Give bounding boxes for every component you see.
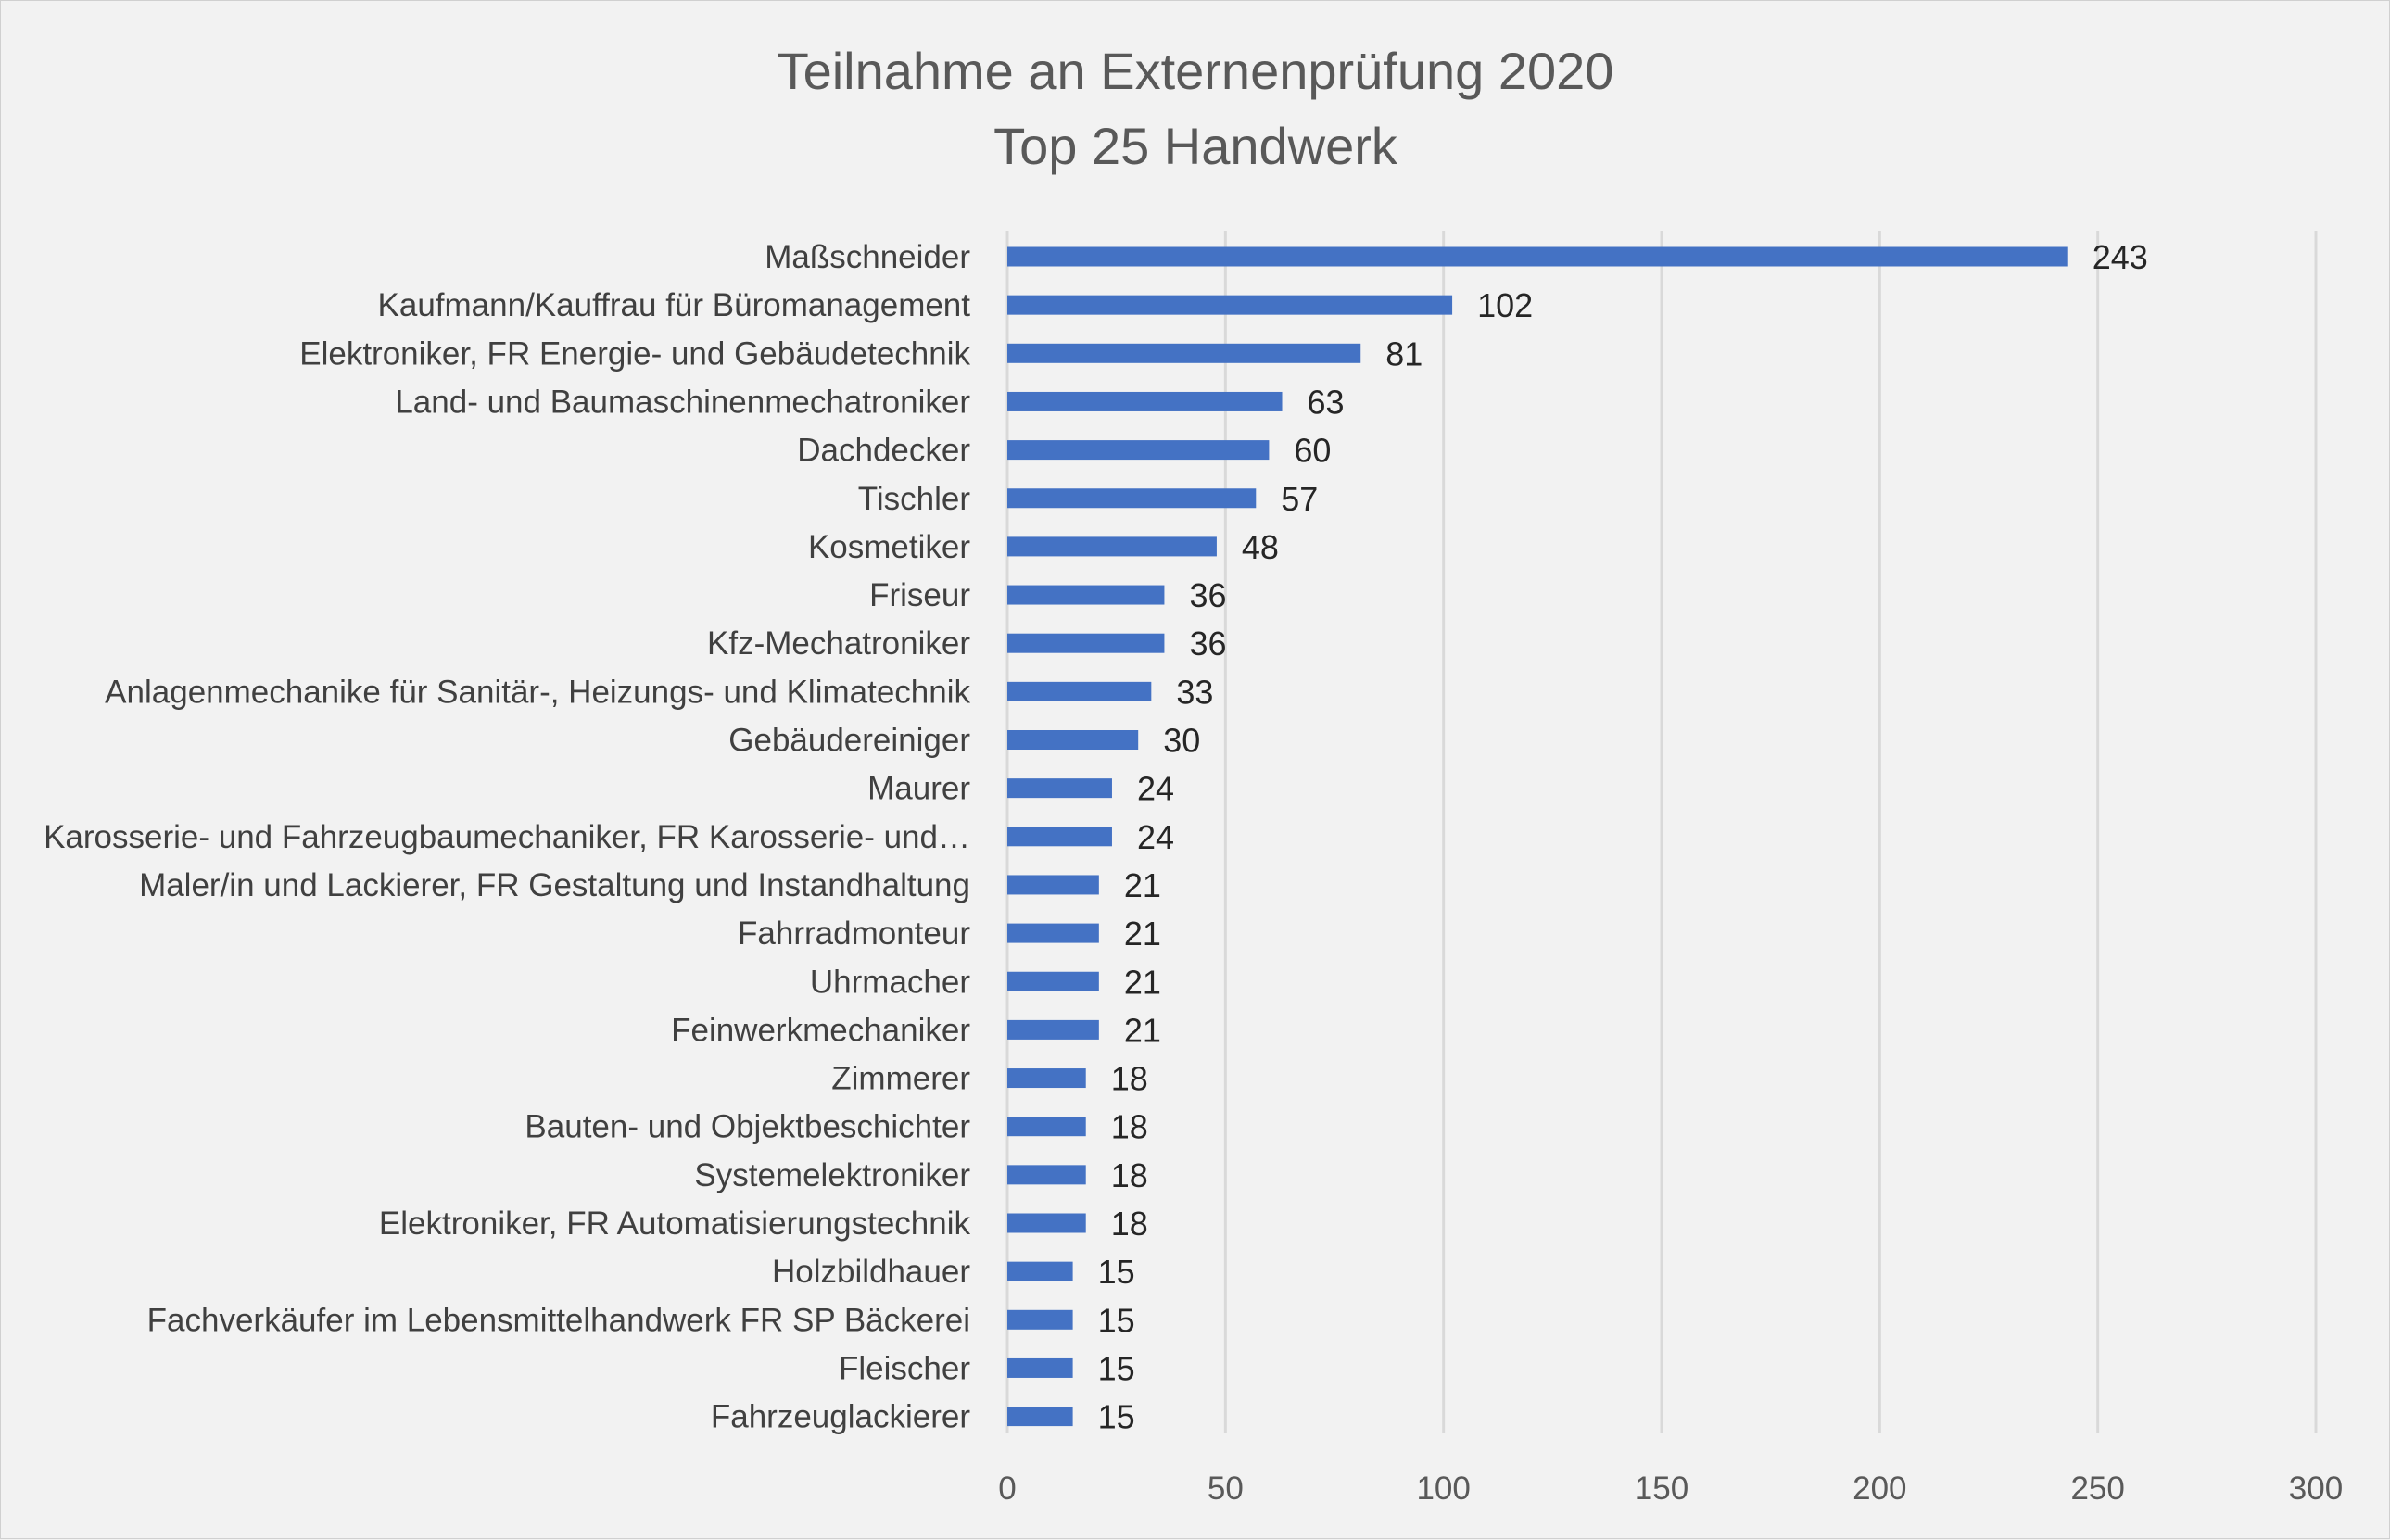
category-label: Elektroniker, FR Energie- und Gebäudetec… [299, 335, 970, 372]
data-label: 24 [1137, 818, 1174, 856]
bar [1007, 295, 1453, 315]
category-labels: Maßschneider Kaufmann/Kauffrau für Büroma… [44, 239, 970, 1435]
data-label: 15 [1098, 1253, 1135, 1291]
category-label: Maurer [867, 771, 970, 807]
category-label: Kosmetiker [808, 529, 970, 565]
bar [1007, 343, 1361, 363]
data-label: 18 [1111, 1060, 1148, 1098]
category-label: Anlagenmechanike für Sanitär-, Heizungs-… [105, 674, 970, 710]
data-label: 18 [1111, 1108, 1148, 1146]
bar [1007, 440, 1270, 461]
data-label: 30 [1163, 722, 1200, 760]
bar [1007, 1165, 1086, 1185]
chart-title: Teilnahme an Externenprüfung 2020 [778, 42, 1614, 100]
bar [1007, 1357, 1073, 1378]
bar [1007, 633, 1165, 653]
bar [1007, 730, 1139, 750]
x-tick-label: 50 [1208, 1471, 1244, 1507]
data-label: 33 [1176, 673, 1213, 711]
data-label: 60 [1294, 432, 1331, 470]
bar [1007, 1068, 1086, 1089]
data-label: 15 [1098, 1349, 1135, 1387]
data-label: 15 [1098, 1301, 1135, 1339]
bar [1007, 827, 1112, 847]
chart-subtitle: Top 25 Handwerk [993, 117, 1398, 175]
bar [1007, 1019, 1099, 1040]
category-label: Friseur [869, 577, 970, 613]
bar [1007, 246, 2068, 267]
category-label: Zimmerer [831, 1061, 970, 1097]
bar [1007, 585, 1165, 605]
data-label: 21 [1124, 963, 1161, 1001]
data-label: 36 [1189, 576, 1226, 614]
data-label: 18 [1111, 1205, 1148, 1243]
category-label: Fahrzeuglackierer [711, 1399, 970, 1435]
bar [1007, 923, 1099, 943]
bar [1007, 1117, 1086, 1137]
category-label: Maßschneider [765, 239, 970, 275]
x-tick-label: 300 [2289, 1471, 2343, 1507]
category-label: Uhrmacher [810, 964, 970, 1000]
category-label: Gebäudereiniger [728, 723, 970, 759]
data-label: 21 [1124, 1011, 1161, 1049]
data-label: 48 [1242, 528, 1279, 566]
bar [1007, 681, 1152, 701]
x-tick-label: 200 [1853, 1471, 1906, 1507]
category-label: Dachdecker [797, 433, 970, 469]
data-label: 15 [1098, 1398, 1135, 1436]
bar [1007, 1261, 1073, 1281]
bar [1007, 875, 1099, 895]
x-tick-label: 100 [1416, 1471, 1470, 1507]
x-axis-tick-labels: 0 50 100 150 200 250 300 [998, 1471, 2343, 1507]
category-label: Feinwerkmechaniker [671, 1012, 970, 1048]
x-tick-label: 150 [1635, 1471, 1688, 1507]
category-label: Fleischer [839, 1350, 970, 1386]
bar [1007, 1213, 1086, 1233]
data-label: 102 [1477, 286, 1533, 324]
x-tick-label: 250 [2070, 1471, 2124, 1507]
category-label: Elektroniker, FR Automatisierungstechnik [379, 1205, 971, 1242]
category-label: Fachverkäufer im Lebensmittelhandwerk FR… [147, 1302, 970, 1338]
bar [1007, 1309, 1073, 1330]
data-label: 36 [1189, 625, 1226, 663]
category-label: Bauten- und Objektbeschichter [525, 1109, 970, 1145]
data-label: 63 [1308, 383, 1345, 421]
category-label: Maler/in und Lackierer, FR Gestaltung un… [139, 867, 970, 903]
data-label: 81 [1385, 335, 1423, 372]
category-label: Kaufmann/Kauffrau für Büromanagement [378, 287, 971, 323]
category-label: Fahrradmonteur [738, 915, 970, 952]
data-label: 243 [2093, 238, 2148, 276]
bars [1007, 246, 2068, 1427]
bar [1007, 778, 1112, 799]
bar [1007, 536, 1217, 557]
bar [1007, 1407, 1073, 1427]
category-label: Tischler [858, 481, 971, 517]
category-label: Kfz-Mechatroniker [707, 625, 970, 662]
category-label: Karosserie- und Fahrzeugbaumechaniker, F… [44, 819, 970, 855]
data-label: 57 [1281, 480, 1318, 518]
bar [1007, 391, 1283, 411]
category-label: Systemelektroniker [694, 1157, 970, 1193]
category-label: Holzbildhauer [772, 1254, 970, 1290]
gridlines [1005, 231, 2318, 1433]
bar [1007, 971, 1099, 991]
x-tick-label: 0 [998, 1471, 1016, 1507]
data-label: 18 [1111, 1156, 1148, 1194]
category-label: Land- und Baumaschinenmechatroniker [395, 384, 970, 420]
data-label: 21 [1124, 866, 1161, 904]
data-label: 24 [1137, 770, 1174, 808]
data-label: 21 [1124, 915, 1161, 953]
bar [1007, 488, 1257, 509]
